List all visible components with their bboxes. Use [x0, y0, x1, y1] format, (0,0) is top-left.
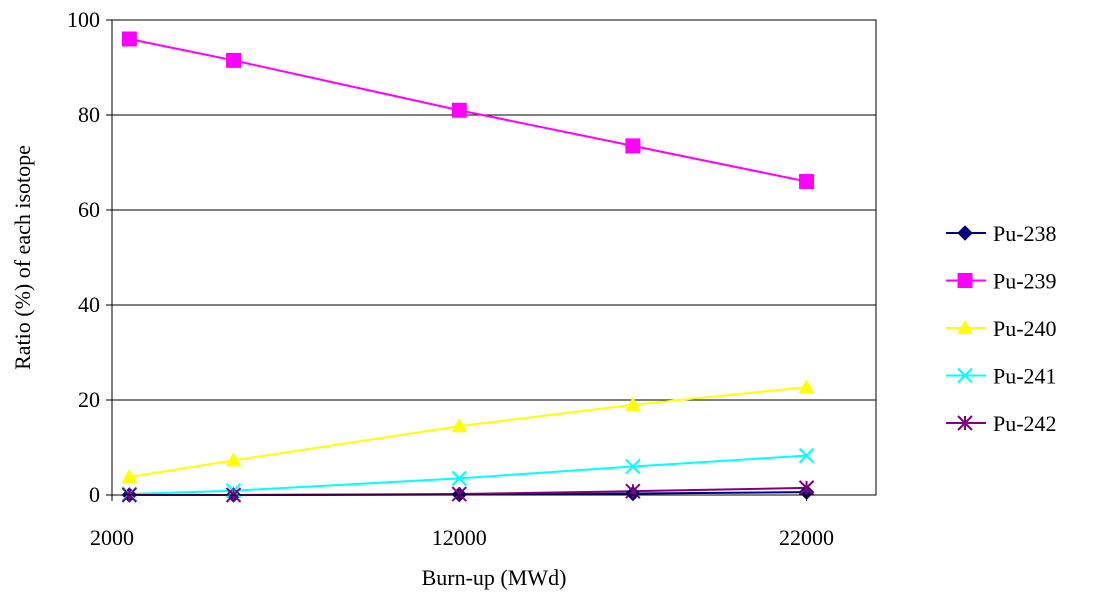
data-point-pu-240: [121, 468, 138, 484]
y-tick-label: 100: [67, 7, 100, 32]
legend-marker: [957, 319, 973, 335]
legend-label: Pu-239: [993, 269, 1057, 294]
data-point-pu-241: [451, 470, 467, 487]
legend-item-pu-242: Pu-242: [946, 411, 1057, 436]
data-point-pu-241: [625, 458, 641, 475]
legend-label: Pu-242: [993, 411, 1057, 436]
y-tick-label: 0: [89, 482, 100, 507]
y-tick-label: 20: [78, 387, 100, 412]
legend-label: Pu-241: [993, 364, 1057, 389]
data-point-pu-240: [225, 452, 242, 467]
legend: Pu-238 Pu-239 Pu-240 Pu-241 Pu-242: [946, 221, 1057, 436]
x-axis-ticks: 2000 12000 22000: [90, 495, 834, 550]
series-markers: [121, 31, 815, 503]
data-point-pu-240: [625, 396, 641, 411]
x-tick-label: 2000: [90, 525, 134, 550]
legend-item-pu-238: Pu-238: [946, 221, 1057, 246]
gridlines: [112, 19, 876, 401]
y-tick-label: 80: [78, 102, 100, 127]
series-lines: [129, 38, 807, 496]
x-tick-label: 22000: [779, 525, 834, 550]
data-point-pu-240: [798, 379, 815, 394]
legend-label: Pu-238: [993, 221, 1057, 246]
legend-item-pu-241: Pu-241: [946, 364, 1057, 389]
legend-marker: [957, 367, 973, 384]
data-point-pu-239: [625, 138, 641, 154]
data-point-pu-239: [226, 52, 242, 68]
data-point-pu-242: [798, 480, 815, 496]
y-axis-ticks: 0 20 40 60 80 100: [67, 7, 112, 507]
legend-label: Pu-240: [993, 316, 1057, 341]
data-point-pu-239: [121, 31, 137, 47]
y-tick-label: 60: [78, 197, 100, 222]
data-point-pu-240: [451, 418, 468, 433]
data-point-pu-241: [798, 447, 815, 464]
data-point-pu-239: [451, 102, 467, 118]
x-axis-label: Burn-up (MWd): [422, 565, 567, 590]
x-tick-label: 12000: [432, 525, 487, 550]
data-point-pu-242: [625, 483, 641, 499]
y-axis-label: Ratio (%) of each isotope: [10, 145, 35, 370]
legend-marker: [957, 273, 973, 288]
legend-marker: [957, 415, 973, 431]
legend-marker: [957, 225, 973, 241]
plot-area-border: [111, 19, 877, 496]
y-tick-label: 40: [78, 292, 100, 317]
legend-item-pu-239: Pu-239: [946, 269, 1057, 294]
legend-item-pu-240: Pu-240: [946, 316, 1057, 341]
data-point-pu-239: [799, 174, 815, 189]
